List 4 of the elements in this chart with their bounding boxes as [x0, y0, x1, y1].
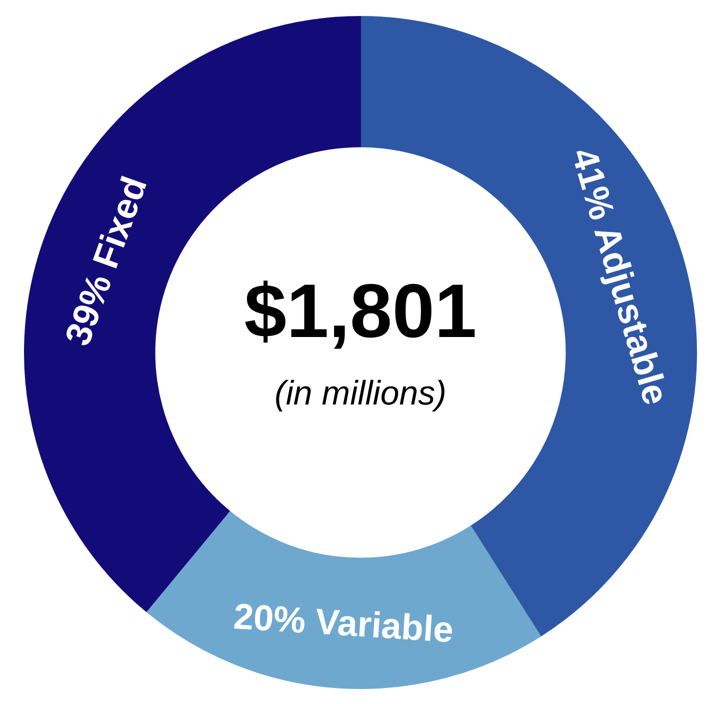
slice-label: 39% Fixed [56, 170, 155, 351]
slice-label: 20% Variable [232, 595, 455, 650]
text: (in millions) [274, 374, 446, 413]
text: $1,801 [244, 268, 477, 354]
